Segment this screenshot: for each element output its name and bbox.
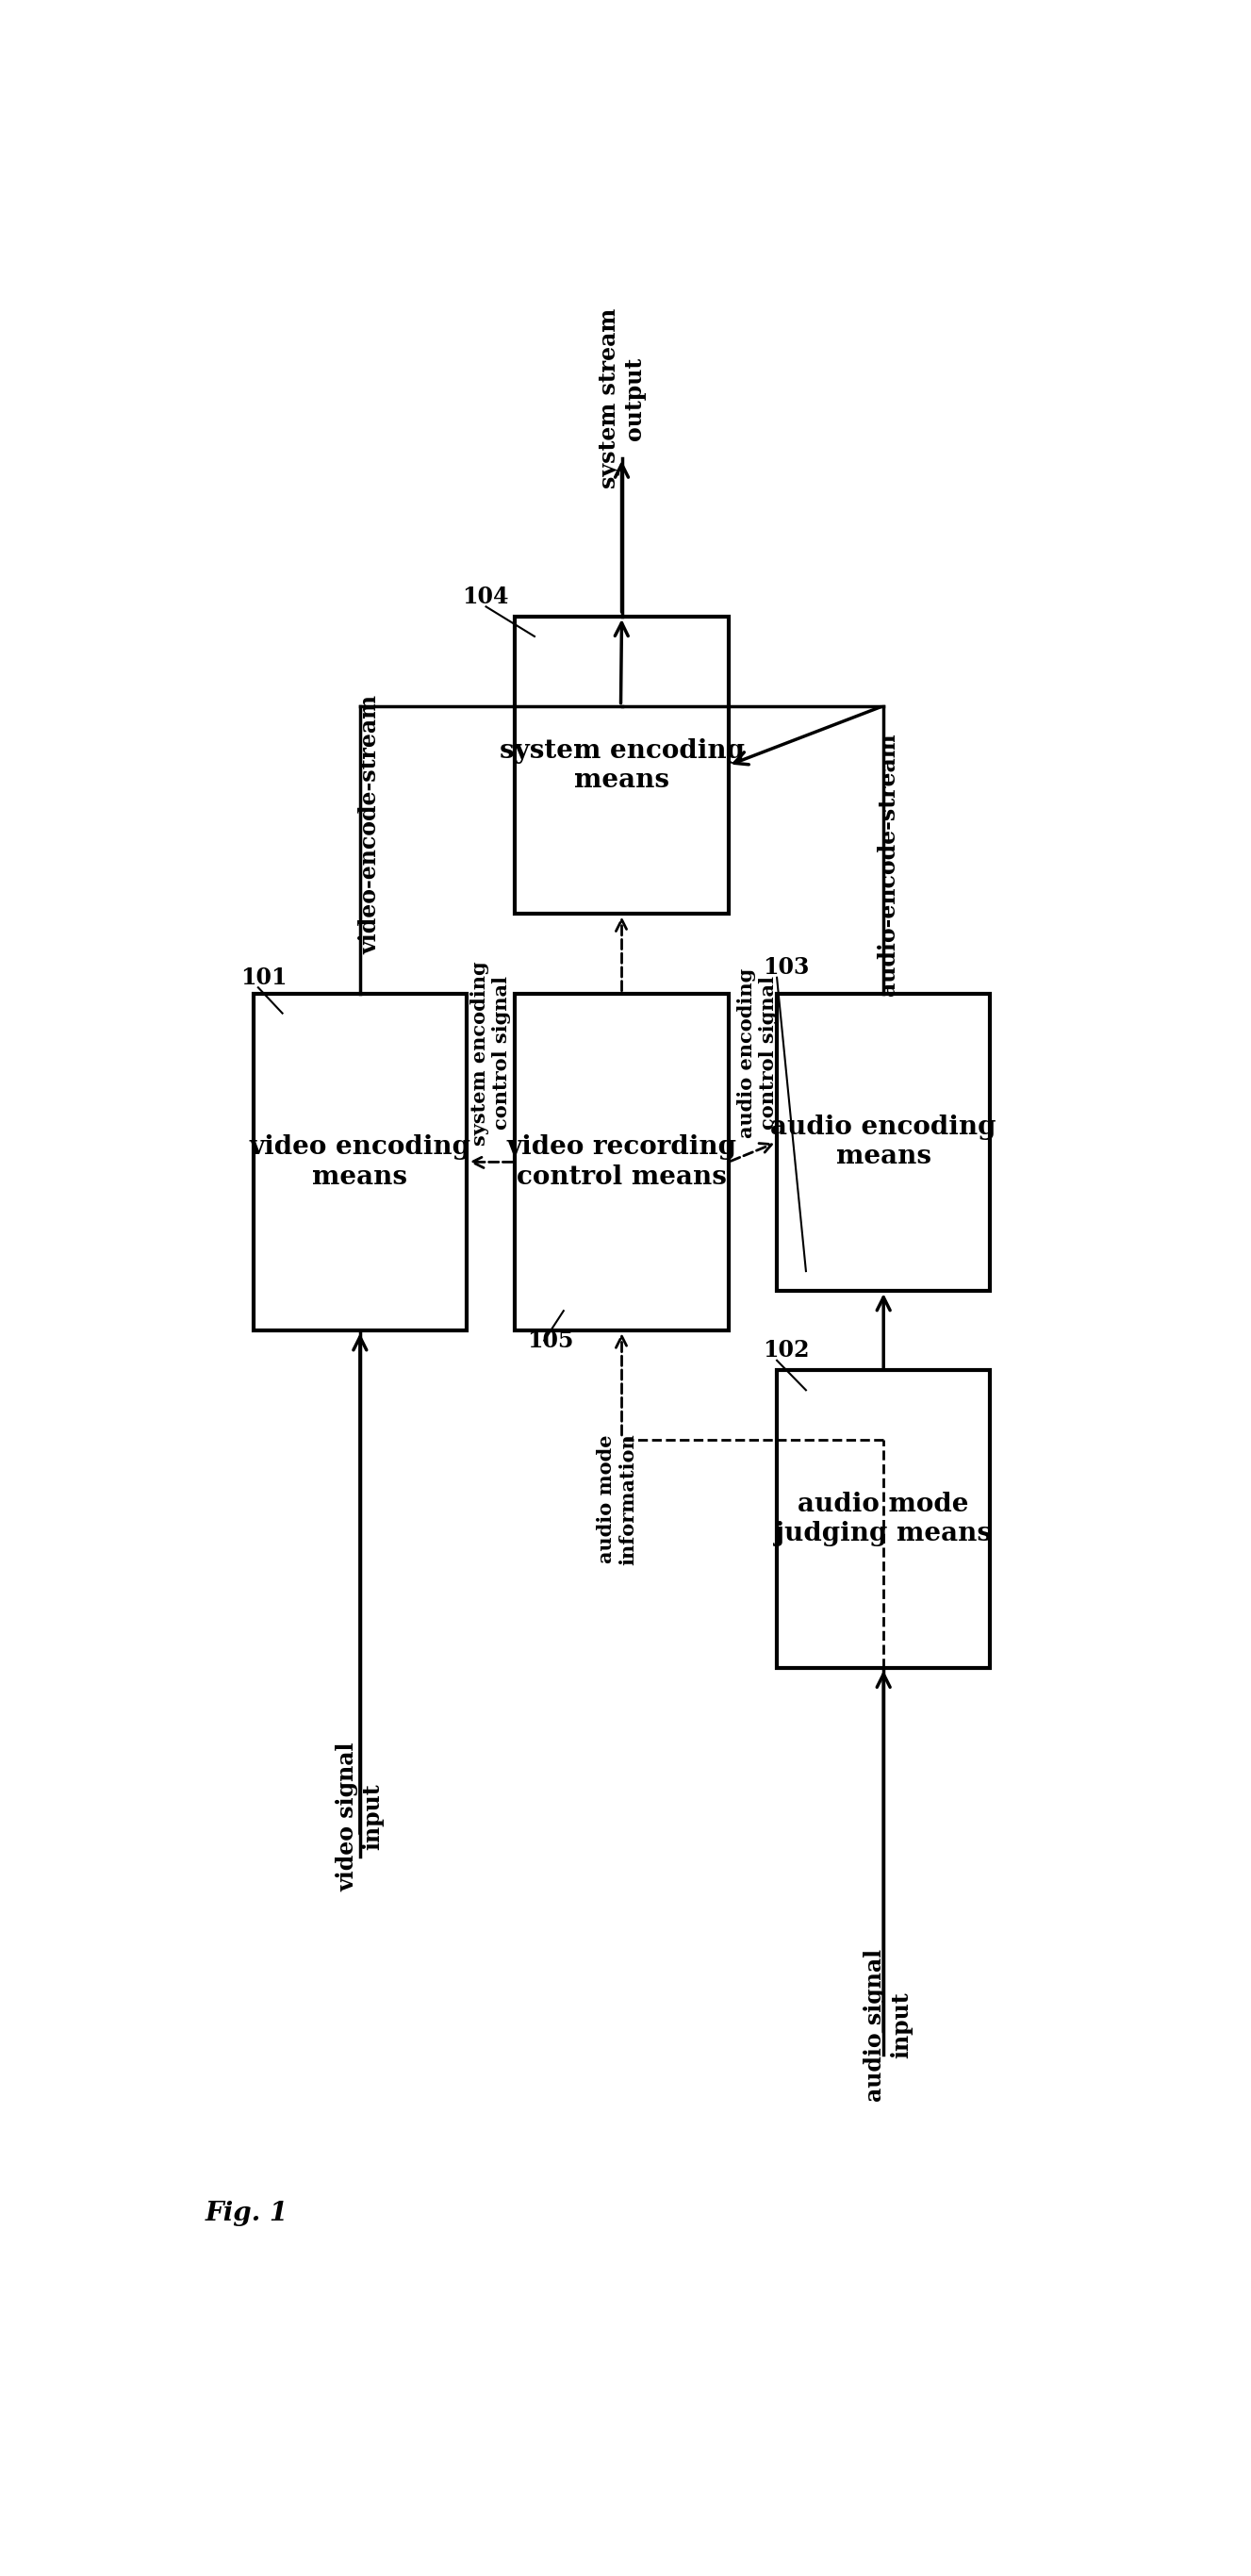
Text: 102: 102 bbox=[762, 1340, 809, 1363]
Bar bbox=[515, 616, 728, 914]
Text: system stream
output: system stream output bbox=[597, 309, 647, 489]
Text: video signal
input: video signal input bbox=[335, 1741, 384, 1891]
Bar bbox=[515, 994, 728, 1332]
Text: 104: 104 bbox=[462, 585, 508, 608]
Text: audio signal
input: audio signal input bbox=[864, 1947, 913, 2102]
Text: audio encoding
control signal: audio encoding control signal bbox=[737, 969, 778, 1139]
Bar bbox=[253, 994, 467, 1332]
Text: audio mode
judging means: audio mode judging means bbox=[776, 1492, 992, 1546]
Text: audio-encode-stream: audio-encode-stream bbox=[877, 734, 899, 997]
Text: system encoding
control signal: system encoding control signal bbox=[470, 961, 512, 1146]
Text: audio mode
information: audio mode information bbox=[597, 1432, 637, 1566]
Bar bbox=[777, 994, 991, 1291]
Text: system encoding
means: system encoding means bbox=[499, 737, 744, 793]
Text: 103: 103 bbox=[762, 956, 809, 979]
Text: 101: 101 bbox=[240, 966, 288, 989]
Text: Fig. 1: Fig. 1 bbox=[205, 2200, 288, 2226]
Text: 105: 105 bbox=[527, 1329, 573, 1352]
Bar bbox=[777, 1370, 991, 1667]
Text: video recording
control means: video recording control means bbox=[507, 1133, 737, 1190]
Text: video encoding
means: video encoding means bbox=[249, 1133, 470, 1190]
Text: audio encoding
means: audio encoding means bbox=[771, 1115, 996, 1170]
Text: video-encode-stream: video-encode-stream bbox=[358, 696, 382, 956]
